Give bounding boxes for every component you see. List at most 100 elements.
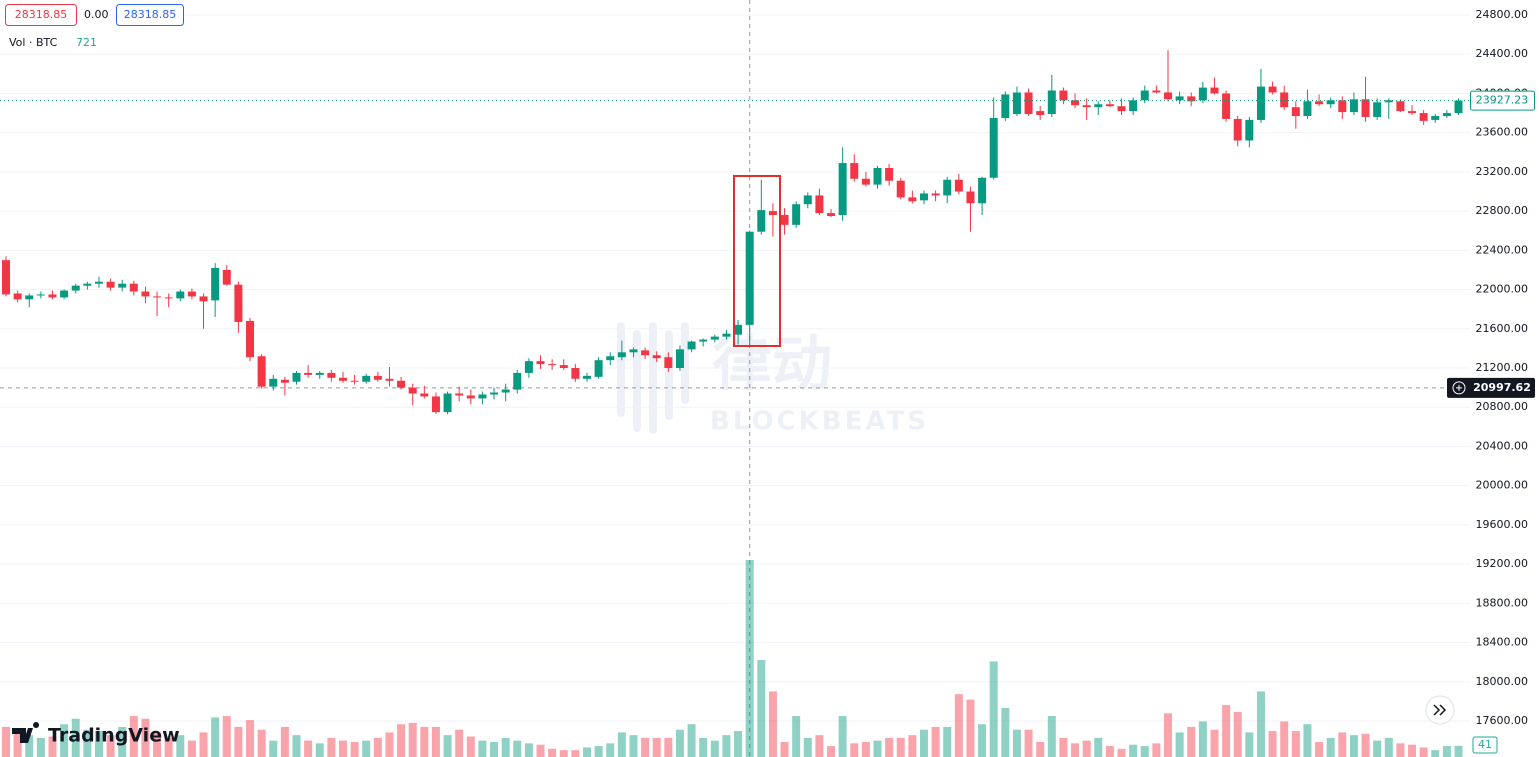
volume-bar xyxy=(1071,743,1080,757)
volume-bar xyxy=(1303,724,1312,757)
candle-body xyxy=(1396,101,1405,112)
candle-body xyxy=(815,195,824,214)
candle-body xyxy=(1361,99,1370,117)
candle-body xyxy=(280,379,289,383)
volume-bar xyxy=(734,731,743,757)
candle-body xyxy=(1105,104,1114,107)
candle-body xyxy=(292,372,301,382)
volume-bar xyxy=(362,740,371,757)
candle-body xyxy=(524,361,533,373)
volume-bar xyxy=(443,735,452,757)
volume-bar xyxy=(1442,746,1451,757)
candle-body xyxy=(606,356,615,361)
volume-bar xyxy=(25,735,34,757)
volume-bar xyxy=(408,722,417,757)
y-tick-label: 21600.00 xyxy=(1476,322,1529,335)
candle-body xyxy=(710,336,719,340)
candle-body xyxy=(350,380,359,382)
candle-body xyxy=(490,392,499,395)
y-tick-label: 22800.00 xyxy=(1476,204,1529,217)
volume-bar xyxy=(1082,740,1091,757)
candle-body xyxy=(187,291,196,297)
volume-bar xyxy=(1024,729,1033,757)
candle-body xyxy=(199,296,208,302)
volume-bar xyxy=(931,726,940,757)
y-tick-label: 24400.00 xyxy=(1476,47,1529,60)
volume-bar xyxy=(373,737,382,757)
volume-bar xyxy=(350,741,359,757)
volume-bar xyxy=(1349,735,1358,757)
candle-body xyxy=(1140,90,1149,101)
volume-bar xyxy=(48,736,57,757)
legend: 28318.85 0.00 28318.85 Vol · BTC 721 xyxy=(5,4,184,49)
candle-body xyxy=(1071,100,1080,106)
volume-bar xyxy=(757,660,766,757)
volume-bar xyxy=(385,732,394,757)
candle-body xyxy=(1408,111,1417,114)
volume-bar xyxy=(827,746,836,757)
candle-body xyxy=(617,352,626,358)
candle-body xyxy=(153,296,162,298)
volume-bar xyxy=(315,743,324,757)
candle-body xyxy=(1117,106,1126,112)
volume-tag-label: 41 xyxy=(1478,738,1492,751)
volume-bar xyxy=(583,747,591,757)
candle-body xyxy=(675,349,684,369)
candle-body xyxy=(478,394,487,399)
volume-bar xyxy=(861,741,870,757)
logo: TradingView xyxy=(12,722,180,747)
volume-bar xyxy=(652,737,661,757)
candle-body xyxy=(919,193,928,201)
volume-bar xyxy=(815,735,824,757)
y-tick-label: 22000.00 xyxy=(1476,283,1529,296)
candle-body xyxy=(1082,105,1091,108)
volume-bar xyxy=(327,737,336,757)
volume-bar xyxy=(1419,747,1428,757)
volume-bar xyxy=(1291,731,1300,757)
scroll-button[interactable] xyxy=(1425,695,1455,725)
volume-bar xyxy=(129,716,138,757)
volume-bar xyxy=(699,737,708,757)
candle-body xyxy=(431,396,440,413)
candle-body xyxy=(1245,119,1254,141)
volume-bar xyxy=(1129,744,1138,757)
volume-bar xyxy=(257,729,266,757)
volume-bar xyxy=(1152,743,1161,757)
candle-body xyxy=(699,339,708,342)
volume-bar xyxy=(164,737,173,757)
candle-body xyxy=(25,295,34,300)
candle-body xyxy=(768,211,777,216)
volume-bar xyxy=(1047,716,1056,757)
candle-body xyxy=(83,283,92,286)
volume-bar xyxy=(1140,746,1149,757)
watermark: 律动 BLOCKBEATS xyxy=(617,322,929,437)
candle-body xyxy=(408,387,417,394)
candle-body xyxy=(1012,92,1021,115)
volume-bar xyxy=(1256,691,1265,757)
volume-bar xyxy=(292,735,301,757)
volume-bar xyxy=(966,699,975,757)
last-price-tag xyxy=(1470,90,1535,111)
candle-body xyxy=(966,191,975,204)
candle-body xyxy=(338,377,347,381)
candle-body xyxy=(1315,101,1324,105)
candle-body xyxy=(48,294,57,298)
candle-body xyxy=(106,281,115,288)
candle-body xyxy=(455,393,464,396)
volume-bar xyxy=(36,737,45,757)
y-tick-label: 18800.00 xyxy=(1476,596,1529,609)
volume-bar xyxy=(1361,733,1370,757)
volume-bar xyxy=(559,750,568,757)
volume-bar xyxy=(1280,721,1289,757)
volume-bar xyxy=(1175,732,1184,757)
volume-bar xyxy=(641,737,650,757)
candle-body xyxy=(71,285,80,291)
watermark-en: BLOCKBEATS xyxy=(710,407,929,437)
volume-bar xyxy=(710,740,719,757)
candle-body xyxy=(664,357,673,369)
candle-body xyxy=(315,372,324,375)
volume-bar xyxy=(1454,745,1463,757)
candle-body xyxy=(559,365,568,369)
candle-body xyxy=(1175,96,1184,101)
candle-body xyxy=(978,177,987,204)
